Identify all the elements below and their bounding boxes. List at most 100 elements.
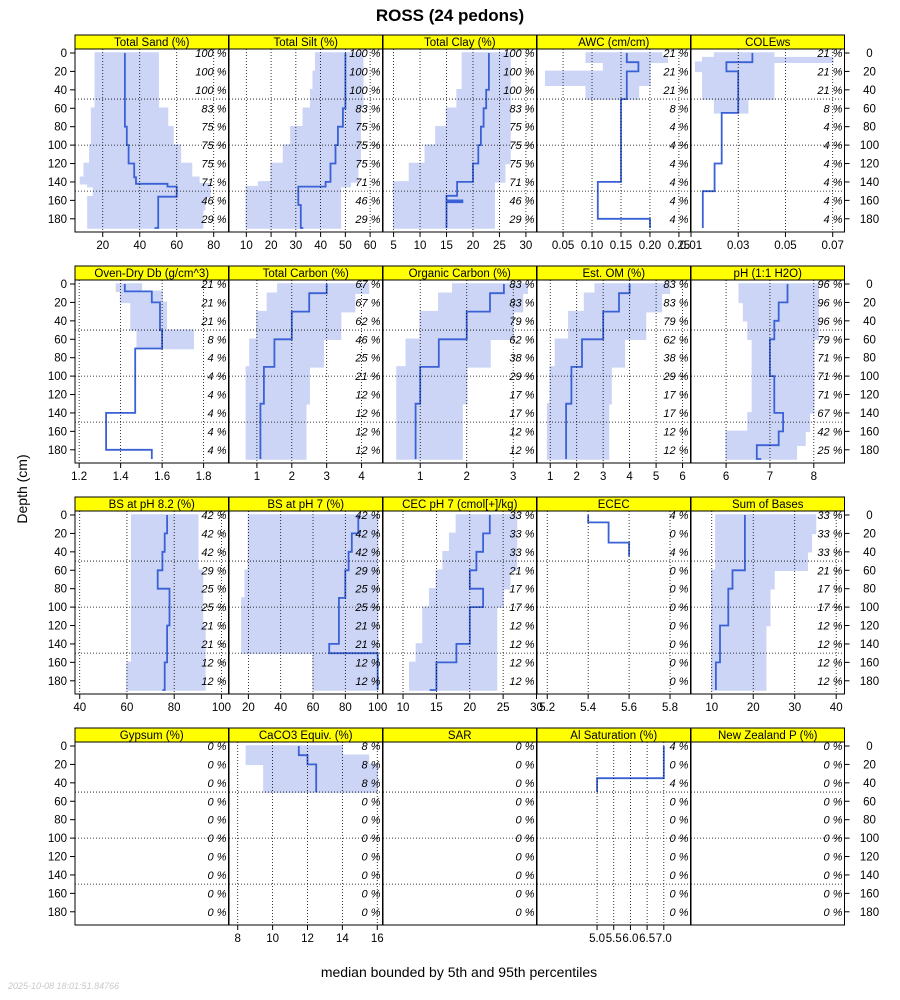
x-tick-label: 6 <box>679 471 685 483</box>
panel-15: Gypsum (%) 0 % 0 % 0 % 0 % 0 % 0 % 0 % 0 % 0 % 0 %… <box>48 727 229 926</box>
x-tick-label: 0.05 <box>774 240 796 252</box>
x-tick-label: 25 <box>493 240 506 252</box>
x-tick-label: 6.5 <box>639 933 655 945</box>
y-tick-label: 60 <box>54 796 67 808</box>
pct-label: 4 % <box>670 778 689 790</box>
pct-label: 21 % <box>354 639 380 651</box>
panel-strip-label: CEC pH 7 (cmol[+]/kg) <box>402 499 518 511</box>
pct-label: 42 % <box>201 547 226 559</box>
pct-label: 83 % <box>663 297 688 309</box>
pct-label: 29 % <box>200 565 226 577</box>
pct-label: 0 % <box>362 888 381 900</box>
y-tick-label: 80 <box>863 584 876 596</box>
y-tick-label: 100 <box>48 140 67 152</box>
pct-label: 29 % <box>508 214 534 226</box>
pct-label: 12 % <box>509 639 534 651</box>
y-tick-label: 20 <box>863 297 876 309</box>
x-tick-label: 10 <box>414 240 427 252</box>
pct-label: 8 % <box>670 103 689 115</box>
percentile-band <box>694 52 834 228</box>
pct-label: 0 % <box>516 907 535 919</box>
x-tick-label: 7.0 <box>656 933 672 945</box>
x-tick-label: 80 <box>207 240 220 252</box>
pct-label: 71 % <box>817 371 842 383</box>
x-tick-label: 5.4 <box>580 702 597 714</box>
pct-label: 0 % <box>670 528 689 540</box>
y-tick-label: 100 <box>860 602 879 614</box>
pct-label: 0 % <box>670 796 689 808</box>
y-tick-label: 160 <box>860 888 879 900</box>
percentile-band <box>245 52 364 229</box>
pct-label: 46 % <box>509 195 534 207</box>
percentile-band <box>105 283 194 459</box>
x-tick-label: 0.25 <box>668 240 690 252</box>
x-tick-label: 30 <box>530 702 543 714</box>
y-tick-label: 80 <box>54 122 67 134</box>
panel-strip-label: Total Silt (%) <box>273 37 338 49</box>
x-tick-label: 2 <box>573 471 579 483</box>
pct-label: 17 % <box>663 390 688 402</box>
pct-label: 33 % <box>817 510 842 522</box>
panel-strip-label: Oven-Dry Db (g/cm^3) <box>94 268 209 280</box>
x-tick-label: 2 <box>464 471 470 483</box>
x-tick-label: 100 <box>368 702 387 714</box>
pct-label: 12 % <box>355 408 380 420</box>
y-tick-label: 120 <box>860 390 879 402</box>
y-tick-label: 100 <box>860 140 879 152</box>
panel-17: SAR 0 % 0 % 0 % 0 % 0 % 0 % 0 % 0 % 0 % 0 % <box>382 727 537 926</box>
panel-strip-label: COLEws <box>745 37 791 49</box>
pct-label: 17 % <box>509 390 534 402</box>
y-tick-label: 60 <box>863 565 876 577</box>
pct-label: 4 % <box>670 122 689 134</box>
panel-strip-label: SAR <box>448 730 472 742</box>
pct-label: 21 % <box>662 66 688 78</box>
panel-strip-label: Est. OM (%) <box>582 268 645 280</box>
pct-label: 100 % <box>503 48 534 60</box>
panel-strip-label: Total Sand (%) <box>114 37 190 49</box>
y-tick-label: 100 <box>860 833 879 845</box>
pct-label: 75 % <box>355 140 380 152</box>
panel-strip-label: ECEC <box>598 499 630 511</box>
y-tick-label: 160 <box>48 888 67 900</box>
x-tick-label: 15 <box>440 240 453 252</box>
pct-label: 4 % <box>824 122 843 134</box>
y-tick-label: 20 <box>54 528 67 540</box>
y-tick-label: 80 <box>863 815 876 827</box>
pct-label: 25 % <box>200 602 226 614</box>
pct-label: 17 % <box>817 602 842 614</box>
pct-label: 4 % <box>208 445 227 457</box>
pct-label: 17 % <box>509 584 534 596</box>
y-tick-label: 40 <box>863 547 876 559</box>
pct-label: 75 % <box>355 159 380 171</box>
chart-title: ROSS (24 pedons) <box>376 6 524 25</box>
percentile-band <box>725 283 819 460</box>
x-tick-label: 10 <box>266 933 279 945</box>
pct-label: 17 % <box>817 584 842 596</box>
panel-16: CaCO3 Equiv. (%) 8 % 8 % 8 % 0 % 0 % 0 % 0 % 0 %… <box>228 727 384 945</box>
panel-strip-label: Al Saturation (%) <box>570 730 657 742</box>
pct-label: 71 % <box>817 353 842 365</box>
pct-label: 100 % <box>503 66 534 78</box>
panel-2: Total Clay (%) 100 % 100 % 100 % 83 % 75 % 75 … <box>382 34 537 252</box>
pct-label: 0 % <box>208 741 227 753</box>
x-tick-label: 5.6 <box>621 702 637 714</box>
y-tick-label: 40 <box>54 85 67 97</box>
x-tick-label: 5.8 <box>662 702 678 714</box>
pct-label: 25 % <box>200 584 226 596</box>
median-line <box>715 515 746 690</box>
pct-label: 75 % <box>201 122 226 134</box>
pct-label: 0 % <box>824 907 843 919</box>
pct-label: 17 % <box>663 408 688 420</box>
y-tick-label: 40 <box>54 316 67 328</box>
pct-label: 0 % <box>670 852 689 864</box>
y-tick-label: 180 <box>48 676 67 688</box>
pct-label: 21 % <box>200 639 226 651</box>
pct-label: 21 % <box>354 371 380 383</box>
pct-label: 100 % <box>195 66 226 78</box>
y-tick-label: 20 <box>863 528 876 540</box>
pct-label: 0 % <box>670 907 689 919</box>
pct-label: 4 % <box>670 214 689 226</box>
pct-label: 21 % <box>816 66 842 78</box>
x-tick-label: 60 <box>364 240 377 252</box>
x-tick-label: 5 <box>390 240 396 252</box>
